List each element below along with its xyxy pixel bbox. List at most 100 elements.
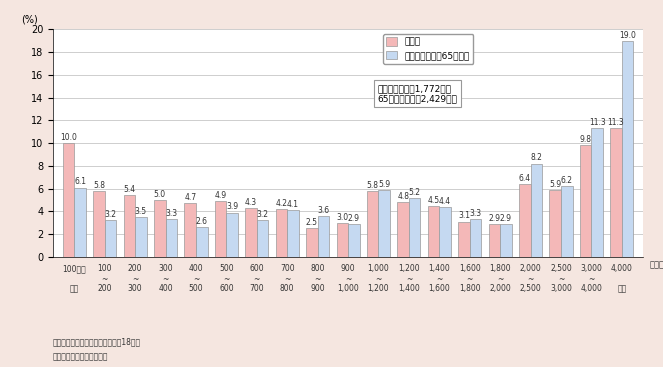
Bar [489,224,500,257]
Bar [337,223,348,257]
Text: ~: ~ [162,275,169,284]
Text: 未満: 未満 [70,284,79,294]
Text: 200: 200 [128,264,143,273]
Bar [530,164,542,257]
Bar [184,203,196,257]
Bar [348,224,359,257]
Text: 4.4: 4.4 [439,197,451,206]
Text: 5.4: 5.4 [123,185,135,195]
Text: 500: 500 [189,284,204,294]
Bar [276,209,287,257]
Bar [63,143,74,257]
Bar [135,217,147,257]
Text: 5.8: 5.8 [93,181,105,190]
Text: 6.2: 6.2 [561,176,573,185]
Bar [519,184,530,257]
Text: 5.0: 5.0 [154,190,166,199]
Bar [287,210,299,257]
Text: 4,000: 4,000 [581,284,603,294]
Text: 100: 100 [97,264,112,273]
Legend: 全世帯, 世帯主の年齢が65歳以上: 全世帯, 世帯主の年齢が65歳以上 [383,34,473,64]
Text: 300: 300 [158,264,173,273]
Text: 以上: 以上 [617,284,627,294]
Text: 19.0: 19.0 [619,30,636,40]
Bar [196,227,208,257]
Bar [470,219,481,257]
Bar [591,128,603,257]
Bar [458,222,470,257]
Text: ~: ~ [345,275,351,284]
Text: 2,000: 2,000 [520,264,542,273]
Text: 1,600: 1,600 [428,284,450,294]
Text: 1,000: 1,000 [337,284,359,294]
Text: 3.2: 3.2 [105,210,117,219]
Text: ~: ~ [193,275,199,284]
Bar [440,207,451,257]
Bar [550,190,561,257]
Text: ~: ~ [527,275,534,284]
Text: 9.8: 9.8 [579,135,591,144]
Bar [428,206,440,257]
Bar [409,198,420,257]
Text: 4.8: 4.8 [397,192,409,201]
Text: 1,200: 1,200 [368,284,389,294]
Bar [74,188,86,257]
Text: 5.8: 5.8 [367,181,379,190]
Bar [123,196,135,257]
Text: 100万円: 100万円 [62,264,86,273]
Bar [154,200,166,257]
Text: 700: 700 [280,264,294,273]
Bar [500,224,512,257]
Text: 400: 400 [189,264,204,273]
Text: 2.9: 2.9 [500,214,512,223]
Text: 3.6: 3.6 [318,206,330,215]
Text: 1,200: 1,200 [398,264,420,273]
Bar [166,219,177,257]
Text: 4.3: 4.3 [245,198,257,207]
Text: （注１）単身世帯は対象外: （注１）単身世帯は対象外 [53,352,109,361]
Text: 2.9: 2.9 [348,214,360,223]
Text: 4.5: 4.5 [428,196,440,204]
Text: ~: ~ [223,275,229,284]
Text: ~: ~ [284,275,290,284]
Text: 3,000: 3,000 [550,284,572,294]
Text: 3.3: 3.3 [165,209,178,218]
Text: ~: ~ [467,275,473,284]
Text: 6.1: 6.1 [74,177,86,186]
Text: 800: 800 [280,284,294,294]
Text: 資料：総務省「家計調査」（平成18年）: 資料：総務省「家計調査」（平成18年） [53,338,141,347]
Text: 900: 900 [310,284,325,294]
Bar [397,202,409,257]
Text: 5.9: 5.9 [549,179,562,189]
Text: 500: 500 [219,264,234,273]
Text: ~: ~ [588,275,595,284]
Text: 4.9: 4.9 [215,191,227,200]
Text: ~: ~ [101,275,108,284]
Text: ~: ~ [132,275,139,284]
Text: 2,500: 2,500 [550,264,572,273]
Text: 4.2: 4.2 [275,199,288,208]
Bar [561,186,573,257]
Text: 5.9: 5.9 [378,179,391,189]
Bar [367,191,379,257]
Bar [379,190,390,257]
Text: 6.4: 6.4 [518,174,531,183]
Bar [306,228,318,257]
Bar [318,216,330,257]
Bar [226,212,238,257]
Y-axis label: (%): (%) [21,15,38,25]
Text: ~: ~ [406,275,412,284]
Text: 2.6: 2.6 [196,217,208,226]
Text: 1,800: 1,800 [489,264,511,273]
Text: 5.2: 5.2 [408,188,421,197]
Bar [93,191,105,257]
Text: 800: 800 [310,264,325,273]
Text: ~: ~ [497,275,503,284]
Text: ~: ~ [254,275,260,284]
Text: 全世帯平均　　1,772万円
65歳以上平均　2,429万円: 全世帯平均 1,772万円 65歳以上平均 2,429万円 [378,84,457,103]
Text: 1,000: 1,000 [367,264,389,273]
Text: 1,400: 1,400 [428,264,450,273]
Bar [622,41,633,257]
Text: 3.9: 3.9 [226,202,238,211]
Text: 1,600: 1,600 [459,264,481,273]
